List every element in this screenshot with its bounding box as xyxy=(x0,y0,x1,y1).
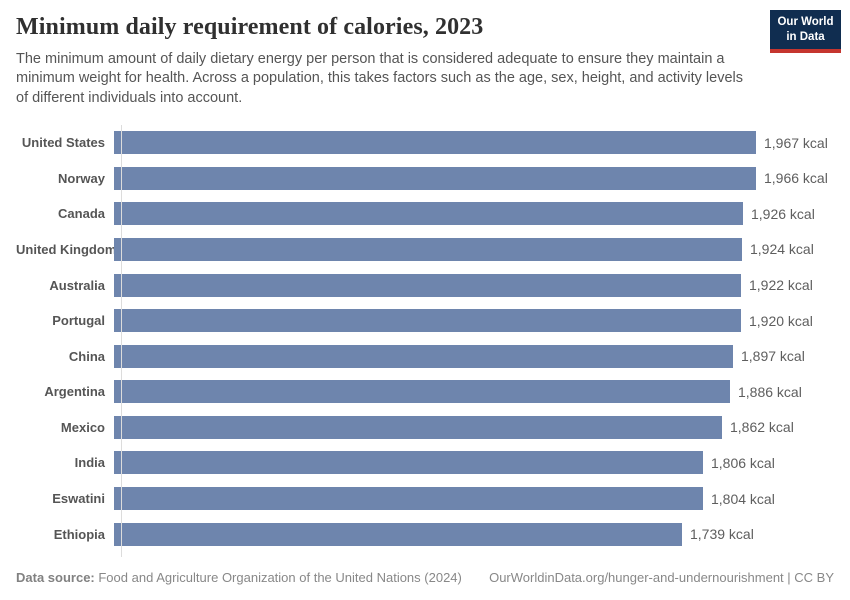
bar[interactable] xyxy=(114,202,743,226)
chart-footer: Data source: Food and Agriculture Organi… xyxy=(16,570,834,585)
bar-row: Ethiopia 1,739 kcal xyxy=(16,516,834,552)
bar-plot-area: 1,804 kcal xyxy=(113,481,834,517)
value-label: 1,897 kcal xyxy=(741,348,805,365)
bar-plot-area: 1,920 kcal xyxy=(113,303,834,339)
chart-subtitle: The minimum amount of daily dietary ener… xyxy=(16,51,743,106)
bar-plot-area: 1,967 kcal xyxy=(113,125,834,161)
bar[interactable] xyxy=(114,451,703,475)
bar[interactable] xyxy=(114,522,682,546)
country-label: Ethiopia xyxy=(53,526,105,542)
value-label: 1,922 kcal xyxy=(749,277,813,294)
value-label: 1,966 kcal xyxy=(764,170,828,187)
bar[interactable] xyxy=(114,344,733,368)
chart-title: Minimum daily requirement of calories, 2… xyxy=(16,14,484,40)
bar-chart: United States 1,967 kcal Norway 1,966 kc… xyxy=(16,124,834,557)
bar[interactable] xyxy=(114,309,741,333)
bar-row: Eswatini 1,804 kcal xyxy=(16,481,834,517)
bar-row: Norway 1,966 kcal xyxy=(16,160,834,196)
bar-plot-area: 1,897 kcal xyxy=(113,338,834,374)
bar[interactable] xyxy=(114,415,722,439)
bar-plot-area: 1,926 kcal xyxy=(113,196,834,232)
bar[interactable] xyxy=(114,131,756,155)
bar-plot-area: 1,862 kcal xyxy=(113,410,834,446)
bar-plot-area: 1,806 kcal xyxy=(113,445,834,481)
value-label: 1,967 kcal xyxy=(764,134,828,151)
y-axis-line xyxy=(121,124,122,557)
value-label: 1,926 kcal xyxy=(751,205,815,222)
country-label: India xyxy=(74,455,105,471)
bar-plot-area: 1,924 kcal xyxy=(113,232,834,268)
bar-rows: United States 1,967 kcal Norway 1,966 kc… xyxy=(16,125,834,552)
country-label: Portugal xyxy=(52,313,105,329)
country-label: Argentina xyxy=(44,384,105,400)
bar-plot-area: 1,922 kcal xyxy=(113,267,834,303)
bar[interactable] xyxy=(114,487,703,511)
bar[interactable] xyxy=(114,237,742,261)
value-label: 1,924 kcal xyxy=(750,241,814,258)
bar-row: Canada 1,926 kcal xyxy=(16,196,834,232)
value-label: 1,886 kcal xyxy=(738,383,802,400)
value-label: 1,862 kcal xyxy=(730,419,794,436)
value-label: 1,806 kcal xyxy=(711,454,775,471)
owid-link[interactable]: OurWorldinData.org/hunger-and-undernouri… xyxy=(489,570,834,585)
bar-row: Argentina 1,886 kcal xyxy=(16,374,834,410)
owid-logo-line1: Our World xyxy=(777,16,834,29)
value-label: 1,920 kcal xyxy=(749,312,813,329)
owid-logo-line2: in Data xyxy=(786,30,825,43)
country-label: China xyxy=(68,348,105,364)
country-label: Australia xyxy=(49,277,105,293)
bar-row: India 1,806 kcal xyxy=(16,445,834,481)
chart-header: Minimum daily requirement of calories, 2… xyxy=(16,10,841,108)
data-source-label: Data source: xyxy=(16,570,95,585)
bar-row: Mexico 1,862 kcal xyxy=(16,410,834,446)
bar-plot-area: 1,966 kcal xyxy=(113,160,834,196)
bar-row: Portugal 1,920 kcal xyxy=(16,303,834,339)
owid-logo[interactable]: Our World in Data xyxy=(770,10,841,53)
data-source-text: Food and Agriculture Organization of the… xyxy=(94,570,462,585)
bar[interactable] xyxy=(114,166,756,190)
bar-row: China 1,897 kcal xyxy=(16,338,834,374)
bar-plot-area: 1,739 kcal xyxy=(113,516,834,552)
country-label: Canada xyxy=(58,206,105,222)
value-label: 1,804 kcal xyxy=(711,490,775,507)
data-source: Data source: Food and Agriculture Organi… xyxy=(16,570,462,585)
country-label: Mexico xyxy=(60,419,105,435)
bar-row: United States 1,967 kcal xyxy=(16,125,834,161)
bar-row: United Kingdom 1,924 kcal xyxy=(16,232,834,268)
bar-row: Australia 1,922 kcal xyxy=(16,267,834,303)
bar[interactable] xyxy=(114,273,741,297)
bar[interactable] xyxy=(114,380,730,404)
bar-plot-area: 1,886 kcal xyxy=(113,374,834,410)
country-label: United Kingdom xyxy=(16,241,117,257)
country-label: Eswatini xyxy=(52,491,105,507)
country-label: United States xyxy=(21,135,105,151)
country-label: Norway xyxy=(58,170,105,186)
value-label: 1,739 kcal xyxy=(690,526,754,543)
